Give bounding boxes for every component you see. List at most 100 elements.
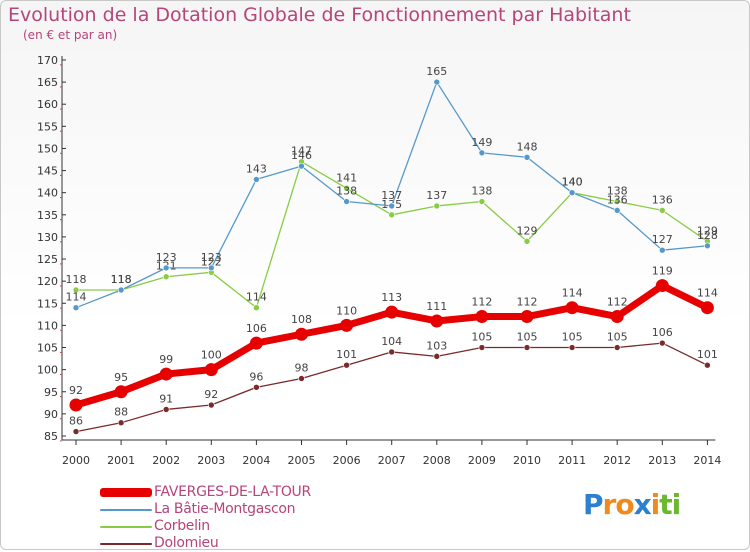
- data-point: [385, 305, 399, 319]
- data-point: [430, 314, 444, 328]
- data-label: 118: [111, 273, 132, 286]
- x-tick-label: 2012: [603, 454, 631, 467]
- data-point: [343, 361, 350, 369]
- data-label: 129: [517, 224, 538, 237]
- data-label: 95: [114, 371, 128, 384]
- data-point: [704, 242, 711, 250]
- data-label: 108: [291, 313, 312, 326]
- data-point: [340, 318, 354, 332]
- data-point: [298, 162, 305, 170]
- data-point: [388, 202, 396, 210]
- x-tick-label: 2005: [288, 454, 316, 467]
- data-label: 106: [652, 326, 673, 339]
- data-point: [565, 301, 579, 315]
- y-tick-label: 100: [37, 364, 58, 377]
- data-label: 137: [426, 189, 447, 202]
- data-label: 111: [426, 300, 447, 313]
- data-point: [433, 202, 441, 210]
- data-point: [568, 344, 576, 351]
- legend-label: FAVERGES-DE-LA-TOUR: [154, 484, 311, 500]
- data-point: [72, 428, 80, 435]
- data-point: [114, 385, 128, 399]
- data-label: 105: [562, 331, 583, 344]
- data-point: [388, 348, 396, 356]
- data-label: 140: [562, 176, 583, 189]
- data-label: 147: [291, 145, 312, 158]
- data-label: 149: [471, 136, 492, 149]
- data-point: [253, 384, 260, 391]
- logo-letter: i: [650, 488, 661, 521]
- data-label: 86: [69, 415, 83, 428]
- data-label: 114: [246, 291, 267, 304]
- data-label: 104: [381, 335, 402, 348]
- data-label: 140: [562, 176, 583, 189]
- y-tick-label: 105: [37, 342, 58, 355]
- chart-subtitle: (en € et par an): [23, 28, 118, 42]
- y-tick-label: 135: [37, 209, 58, 222]
- y-tick-label: 140: [37, 187, 58, 200]
- data-point: [478, 198, 486, 205]
- data-point: [253, 304, 260, 312]
- data-point: [117, 286, 125, 294]
- data-point: [475, 310, 489, 324]
- data-label: 127: [652, 233, 673, 246]
- x-tick-label: 2002: [152, 454, 180, 467]
- logo-letter: r: [602, 488, 617, 521]
- data-point: [72, 304, 80, 312]
- data-label: 118: [111, 273, 132, 286]
- data-label: 105: [471, 331, 492, 344]
- data-point: [253, 176, 260, 183]
- data-label: 112: [517, 296, 538, 309]
- legend-swatch: [100, 488, 152, 497]
- data-label: 114: [697, 287, 718, 300]
- data-label: 105: [517, 331, 538, 344]
- data-point: [208, 401, 215, 409]
- data-point: [568, 189, 576, 196]
- y-tick-label: 110: [37, 319, 58, 332]
- data-point: [523, 153, 531, 161]
- data-point: [478, 149, 486, 157]
- x-tick-label: 2000: [62, 454, 90, 467]
- data-label: 146: [291, 149, 312, 162]
- data-label: 165: [426, 65, 447, 78]
- data-point: [658, 246, 666, 254]
- data-label: 137: [381, 189, 402, 202]
- y-tick-label: 150: [37, 142, 58, 155]
- legend-swatch: [100, 509, 152, 511]
- legend-swatch: [100, 526, 152, 528]
- data-label: 128: [697, 229, 718, 242]
- data-label: 96: [249, 370, 263, 383]
- y-tick-label: 155: [37, 120, 58, 133]
- data-label: 138: [336, 185, 357, 198]
- data-point: [72, 286, 80, 294]
- logo-letter: x: [633, 488, 652, 521]
- x-tick-label: 2009: [468, 454, 496, 467]
- y-tick-label: 170: [37, 54, 58, 67]
- data-point: [613, 344, 621, 351]
- y-tick-label: 95: [44, 386, 58, 399]
- data-label: 143: [246, 162, 267, 175]
- data-label: 138: [607, 185, 628, 198]
- data-label: 119: [652, 265, 673, 278]
- data-label: 100: [201, 349, 222, 362]
- data-point: [162, 264, 170, 272]
- y-tick-label: 145: [37, 165, 58, 178]
- data-label: 101: [697, 348, 718, 361]
- data-label: 91: [159, 392, 173, 405]
- data-label: 106: [246, 322, 267, 335]
- data-label: 114: [66, 291, 87, 304]
- data-point: [610, 310, 624, 324]
- data-label: 123: [201, 251, 222, 264]
- data-point: [159, 367, 173, 381]
- x-tick-label: 2008: [423, 454, 451, 467]
- y-tick-label: 160: [37, 98, 58, 111]
- data-point: [613, 198, 621, 205]
- data-point: [388, 211, 396, 219]
- data-point: [204, 363, 218, 377]
- data-label: 112: [471, 296, 492, 309]
- data-label: 112: [607, 296, 628, 309]
- data-point: [69, 398, 83, 412]
- data-point: [658, 339, 666, 347]
